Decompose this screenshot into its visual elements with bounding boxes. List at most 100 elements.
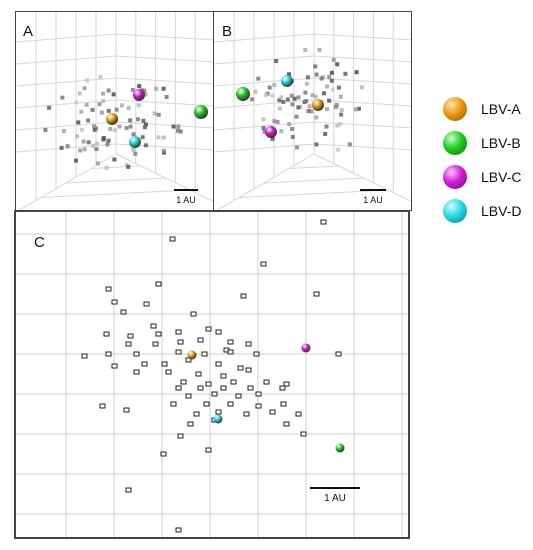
legend-swatch-lbv-c: [443, 165, 467, 189]
cloud-point: [287, 122, 292, 127]
cloud-point: [201, 351, 208, 357]
cloud-point: [111, 299, 118, 305]
panel-b-plot: 1 AU: [214, 12, 411, 210]
cloud-point: [193, 411, 200, 417]
cloud-point: [130, 87, 135, 92]
cloud-point: [279, 129, 284, 134]
cloud-point: [237, 365, 244, 371]
cloud-point: [304, 81, 309, 86]
legend-swatch-lbv-d: [443, 199, 467, 223]
cloud-point: [296, 105, 301, 110]
cloud-point: [205, 381, 212, 387]
cloud-point: [65, 144, 70, 149]
cloud-point: [170, 401, 177, 407]
cloud-point: [141, 118, 146, 123]
cloud-point: [347, 142, 352, 147]
legend-label-lbv-a: LBV-A: [481, 101, 521, 117]
cloud-point: [185, 393, 192, 399]
cloud-point: [255, 403, 262, 409]
cloud-point: [277, 98, 282, 103]
cloud-point: [84, 102, 89, 107]
cloud-point: [101, 91, 105, 96]
cloud-point: [295, 411, 302, 417]
cloud-point: [161, 361, 168, 367]
cloud-point: [336, 147, 341, 152]
cloud-point: [227, 401, 234, 407]
cloud-point: [82, 86, 87, 91]
cloud-point: [59, 145, 64, 150]
cloud-point: [303, 47, 308, 52]
cloud-point: [338, 122, 343, 126]
cloud-point: [140, 135, 145, 140]
cloud-point: [277, 106, 282, 111]
cloud-point: [331, 57, 336, 62]
cloud-point: [230, 379, 237, 385]
cloud-point: [175, 385, 182, 391]
cloud-point: [76, 120, 81, 125]
scale-c-label: 1 AU: [324, 493, 346, 504]
cloud-point: [131, 147, 136, 152]
cloud-point: [137, 84, 142, 89]
cloud-point: [270, 93, 275, 98]
cloud-point: [275, 120, 280, 124]
cloud-point: [95, 141, 100, 146]
marker-lbv-a-a: [106, 113, 118, 125]
cloud-point: [133, 351, 140, 357]
cloud-point: [335, 62, 340, 67]
cloud-point: [245, 367, 252, 373]
cloud-point: [106, 108, 111, 113]
cloud-point: [92, 127, 97, 132]
cloud-point: [197, 337, 204, 343]
cloud-point: [61, 129, 66, 133]
cloud-point: [338, 94, 343, 99]
cloud-point: [161, 135, 166, 140]
cloud-point: [92, 124, 97, 129]
cloud-point: [60, 95, 65, 100]
cloud-point: [143, 143, 148, 148]
panel-c-label: C: [34, 234, 45, 251]
cloud-point: [47, 105, 52, 110]
legend-item-lbv-b: LBV-B: [443, 126, 521, 160]
cloud-point: [99, 110, 104, 115]
cloud-point: [220, 373, 227, 379]
cloud-point: [86, 140, 91, 145]
marker-lbv-d-b: [281, 75, 293, 87]
cloud-point: [187, 421, 194, 427]
cloud-point: [165, 369, 172, 375]
marker-lbv-c-c: [301, 343, 311, 353]
cloud-point: [156, 112, 161, 117]
legend-label-lbv-d: LBV-D: [481, 203, 522, 219]
cloud-point: [263, 379, 270, 385]
cloud-point: [272, 119, 277, 124]
cloud-point: [356, 106, 361, 111]
cloud-point: [155, 331, 162, 337]
cloud-point: [176, 128, 180, 133]
cloud-point: [74, 100, 79, 105]
cloud-point: [227, 349, 234, 355]
cloud-point: [306, 109, 311, 113]
cloud-point: [142, 125, 147, 130]
cloud-point: [131, 132, 136, 137]
cloud-point: [327, 75, 332, 80]
cloud-point: [300, 431, 307, 437]
cloud-point: [205, 447, 212, 453]
cloud-point: [136, 103, 141, 108]
legend: LBV-A LBV-B LBV-C LBV-D: [443, 92, 521, 228]
cloud-point: [313, 64, 318, 69]
cloud-point: [211, 391, 218, 397]
cloud-point: [307, 104, 312, 109]
cloud-point: [314, 72, 319, 77]
cloud-point: [205, 326, 212, 332]
cloud-point: [329, 78, 334, 83]
cloud-point: [180, 379, 187, 385]
cloud-point: [240, 293, 247, 299]
cloud-point: [267, 85, 272, 90]
cloud-point: [117, 124, 122, 129]
cloud-point: [292, 96, 297, 101]
cloud-point: [317, 48, 322, 52]
cloud-point: [215, 409, 222, 415]
cloud-point: [97, 102, 102, 107]
legend-label-lbv-b: LBV-B: [481, 135, 521, 151]
cloud-point: [124, 126, 129, 130]
cloud-point: [169, 236, 176, 242]
